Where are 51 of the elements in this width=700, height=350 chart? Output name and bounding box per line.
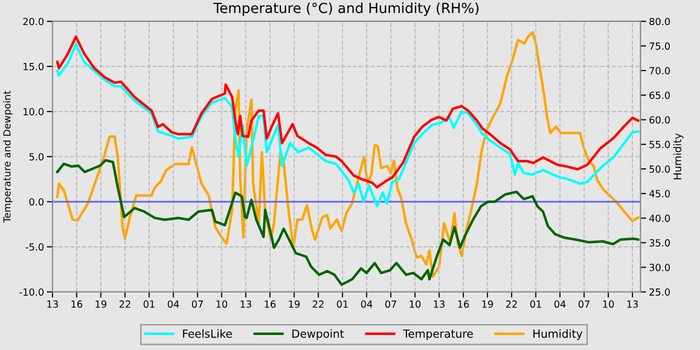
y2-axis-title: Humidity [673, 133, 684, 180]
y2-tick-label: 25.0 [650, 288, 670, 296]
y2-tick-label: 60.0 [650, 116, 670, 124]
legend-label: Temperature [403, 330, 473, 340]
legend-label: Humidity [533, 329, 582, 340]
y2-tick-label: 30.0 [650, 264, 670, 272]
x-tick-label: 22 [312, 300, 324, 308]
x-tick-label: 13 [47, 300, 58, 308]
y-tick-label: -10.0 [19, 288, 44, 296]
y2-tick-label: 35.0 [650, 239, 670, 247]
x-tick-label: 01 [144, 300, 154, 308]
y2-tick-label: 65.0 [650, 92, 670, 99]
y-tick-label: 20.0 [23, 18, 44, 26]
chart-title: Temperature (°C) and Humidity (RH%) [213, 2, 478, 16]
y2-tick-label: 50.0 [650, 165, 670, 173]
y2-tick-label: 40.0 [649, 214, 670, 222]
y2-tick-label: 55.0 [650, 140, 670, 148]
y2-tick-label: 70.0 [650, 67, 670, 74]
x-tick-label: 19 [482, 300, 493, 308]
x-tick-label: 04 [361, 300, 372, 308]
x-tick-label: 19 [289, 300, 300, 308]
x-tick-label: 07 [578, 300, 590, 308]
x-tick-label: 16 [72, 300, 82, 308]
y-tick-label: 15.0 [24, 62, 44, 70]
x-tick-label: 13 [627, 300, 638, 308]
y-tick-label: 5.0 [29, 153, 44, 160]
y-tick-label: 0.0 [29, 198, 44, 206]
x-tick-label: 01 [336, 300, 348, 308]
x-tick-label: 04 [168, 300, 179, 308]
x-tick-label: 01 [530, 300, 542, 308]
x-tick-label: 16 [264, 300, 276, 308]
x-tick-label: 04 [554, 300, 566, 308]
y2-tick-label: 75.0 [650, 42, 670, 50]
x-tick-label: 10 [603, 300, 614, 308]
y-axis-title: Temperature and Dewpoint [3, 90, 13, 223]
x-tick-label: 22 [120, 300, 130, 308]
x-tick-label: 13 [240, 300, 252, 308]
x-tick-label: 22 [506, 300, 517, 308]
x-tick-label: 07 [192, 300, 203, 308]
y-tick-label: -5.0 [26, 243, 44, 251]
x-tick-label: 07 [385, 300, 396, 308]
y2-tick-label: 45.0 [649, 190, 670, 198]
y2-tick-label: 80.0 [649, 18, 670, 26]
x-tick-label: 10 [216, 300, 228, 308]
legend-label: Dewpoint [292, 329, 344, 340]
legend-label: FeelsLike [183, 329, 232, 338]
x-tick-label: 13 [434, 300, 445, 308]
x-tick-label: 19 [96, 300, 106, 308]
x-tick-label: 10 [410, 300, 421, 308]
x-tick-label: 16 [458, 300, 469, 308]
y-tick-label: 10.0 [24, 108, 44, 116]
